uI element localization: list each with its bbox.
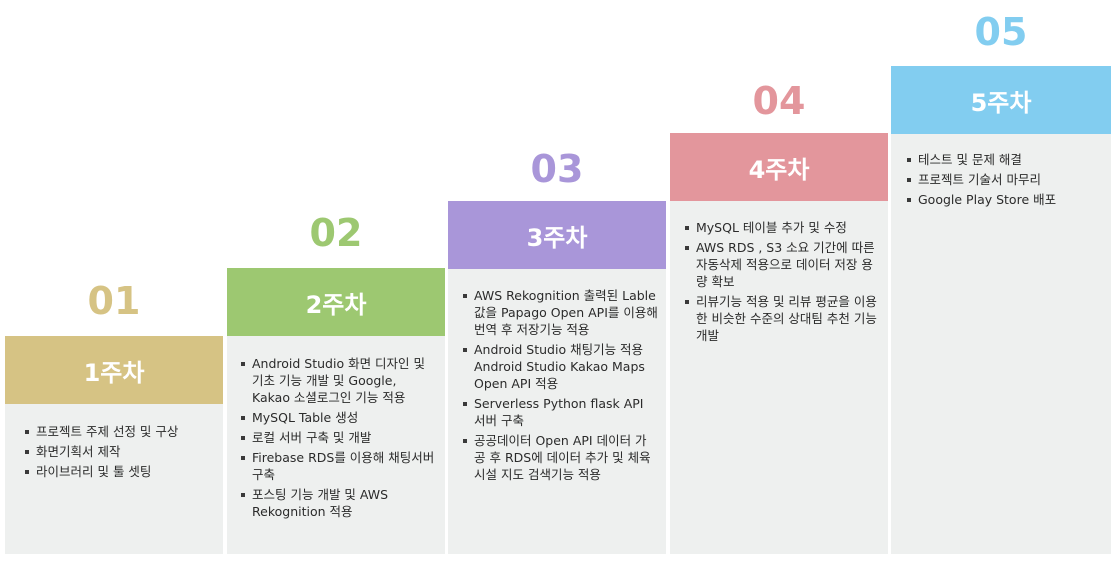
step-5-task: Google Play Store 배포 <box>906 191 1102 208</box>
step-3-task: 공공데이터 Open API 데이터 가공 후 RDS에 데이터 추가 및 체육… <box>462 432 658 483</box>
step-3-week-label: 3주차 <box>448 201 666 269</box>
step-3-task-list: AWS Rekognition 출력된 Lable 값을 Papago Open… <box>462 287 658 486</box>
step-4-task: AWS RDS , S3 소요 기간에 따른 자동삭제 적용으로 데이터 저장 … <box>684 239 880 290</box>
step-3-number: 03 <box>530 147 584 191</box>
step-4-task-list: MySQL 테이블 추가 및 수정 AWS RDS , S3 소요 기간에 따른… <box>684 219 880 347</box>
step-1-task-list: 프로젝트 주제 선정 및 구상 화면기획서 제작 라이브러리 및 툴 셋팅 <box>24 423 214 483</box>
step-5-task: 프로젝트 기술서 마무리 <box>906 171 1102 188</box>
step-3-panel <box>448 268 666 554</box>
step-2-number: 02 <box>309 211 363 255</box>
step-4-task: MySQL 테이블 추가 및 수정 <box>684 219 880 236</box>
step-1-week-label: 1주차 <box>5 336 223 404</box>
step-3-task: Android Studio 채팅기능 적용 Android Studio Ka… <box>462 341 658 392</box>
step-2-task: 포스팅 기능 개발 및 AWS Rekognition 적용 <box>240 486 435 520</box>
step-2-task: 로컬 서버 구축 및 개발 <box>240 429 435 446</box>
step-5-task: 테스트 및 문제 해결 <box>906 151 1102 168</box>
step-3-task: Serverless Python flask API 서버 구축 <box>462 395 658 429</box>
step-5-week-label: 5주차 <box>891 66 1111 134</box>
step-2-task: Android Studio 화면 디자인 및 기초 기능 개발 및 Googl… <box>240 355 435 406</box>
step-4-week-label: 4주차 <box>670 133 888 201</box>
step-2-task: Firebase RDS를 이용해 채팅서버 구축 <box>240 449 435 483</box>
step-2-task-list: Android Studio 화면 디자인 및 기초 기능 개발 및 Googl… <box>240 355 435 523</box>
step-2-panel <box>227 336 445 554</box>
step-3-task: AWS Rekognition 출력된 Lable 값을 Papago Open… <box>462 287 658 338</box>
step-1-task: 라이브러리 및 툴 셋팅 <box>24 463 214 480</box>
step-5-task-list: 테스트 및 문제 해결 프로젝트 기술서 마무리 Google Play Sto… <box>906 151 1102 211</box>
step-1-task: 화면기획서 제작 <box>24 443 214 460</box>
step-1-task: 프로젝트 주제 선정 및 구상 <box>24 423 214 440</box>
step-2-week-label: 2주차 <box>227 268 445 336</box>
step-5-panel <box>891 133 1111 554</box>
step-4-panel <box>670 201 888 554</box>
step-4-number: 04 <box>752 79 806 123</box>
step-2-task: MySQL Table 생성 <box>240 409 435 426</box>
step-4-task: 리뷰기능 적용 및 리뷰 평균을 이용한 비슷한 수준의 상대팀 추천 기능 개… <box>684 293 880 344</box>
step-5-number: 05 <box>974 10 1028 54</box>
step-1-panel <box>5 404 223 554</box>
step-1-number: 01 <box>87 279 141 323</box>
